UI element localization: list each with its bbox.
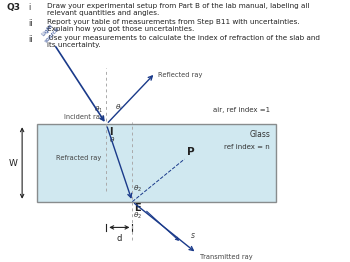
Text: Glass: Glass xyxy=(249,129,270,139)
Text: Q3: Q3 xyxy=(7,3,21,12)
Text: d: d xyxy=(117,234,122,243)
Text: relevant quantities and angles.: relevant quantities and angles. xyxy=(47,10,159,17)
Text: ii: ii xyxy=(28,35,33,44)
Text: Explain how you got those uncertainties.: Explain how you got those uncertainties. xyxy=(47,26,194,32)
Text: Incident ray: Incident ray xyxy=(63,114,103,121)
Text: i: i xyxy=(28,3,30,12)
Text: its uncertainty.: its uncertainty. xyxy=(47,42,100,48)
Text: $\theta_2$: $\theta_2$ xyxy=(133,184,142,194)
Text: Transmitted ray: Transmitted ray xyxy=(200,254,252,260)
Text: Report your table of measurements from Step B11 with uncertainties.: Report your table of measurements from S… xyxy=(47,19,299,25)
Text: air, ref index =1: air, ref index =1 xyxy=(213,107,270,113)
Text: $\theta_1$: $\theta_1$ xyxy=(94,105,103,115)
Text: I: I xyxy=(109,127,112,137)
Text: E: E xyxy=(134,203,140,213)
Text: s: s xyxy=(190,231,195,240)
Text: Use your measurements to calculate the index of refraction of the slab and: Use your measurements to calculate the i… xyxy=(47,35,320,41)
Text: Draw your experimental setup from Part B of the lab manual, labeling all: Draw your experimental setup from Part B… xyxy=(47,3,309,9)
Text: $\theta$: $\theta$ xyxy=(109,135,115,144)
Text: $\theta_i$: $\theta_i$ xyxy=(115,102,122,113)
Bar xyxy=(37,124,276,202)
Text: Refracted ray: Refracted ray xyxy=(56,155,101,161)
Text: P: P xyxy=(188,146,195,157)
Text: $\theta_2$: $\theta_2$ xyxy=(133,211,142,221)
Text: Light
source: Light source xyxy=(39,21,60,43)
Text: W: W xyxy=(8,159,18,167)
Text: ii: ii xyxy=(28,19,33,28)
Text: Reflected ray: Reflected ray xyxy=(158,72,203,78)
Text: ref index = n: ref index = n xyxy=(224,144,270,150)
